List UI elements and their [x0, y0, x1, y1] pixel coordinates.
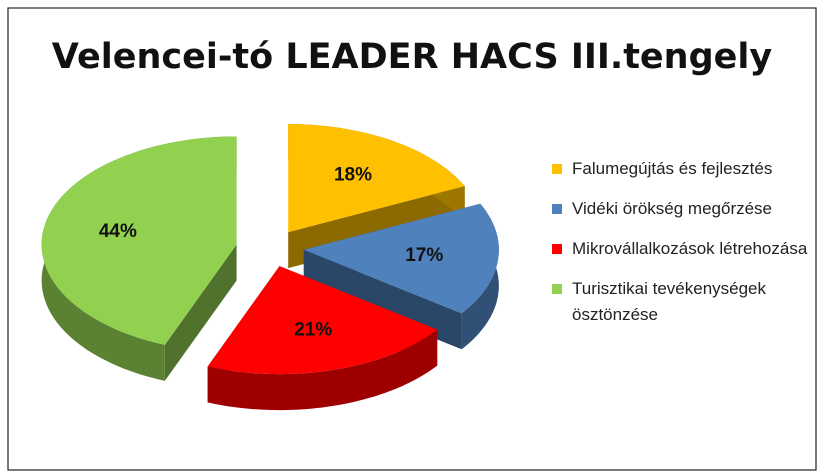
legend-swatch [552, 204, 562, 214]
legend-label: Falumegújtás és fejlesztés [572, 159, 773, 178]
slice-side [207, 329, 438, 411]
data-label: 17% [405, 245, 443, 266]
slice [41, 136, 237, 345]
data-label: 18% [334, 165, 372, 186]
legend-item: Vidéki örökség megőrzése [552, 196, 808, 222]
legend-swatch [552, 244, 562, 254]
legend-label: Vidéki örökség megőrzése [572, 199, 773, 218]
slice [288, 124, 465, 233]
legend-label: Mikrovállalkozások létrehozása [572, 239, 808, 258]
legend-item: Turisztikai tevékenységek ösztönzése [552, 276, 808, 328]
legend-swatch [552, 164, 562, 174]
slice-wall [164, 244, 237, 381]
legend: Falumegújtás és fejlesztés Vidéki örökség… [552, 156, 814, 342]
slice [303, 203, 499, 314]
legend-swatch [552, 284, 562, 294]
chart-border [7, 7, 817, 471]
legend-label: Turisztikai tevékenységek ösztönzése [572, 279, 767, 324]
data-label: 21% [294, 319, 332, 340]
data-label: 44% [99, 221, 137, 242]
chart-title: Velencei-tó LEADER HACS III.tengely [52, 37, 773, 77]
slice [207, 266, 438, 375]
legend-item: Falumegújtás és fejlesztés [552, 156, 808, 182]
legend-item: Mikrovállalkozások létrehozása [552, 236, 808, 262]
